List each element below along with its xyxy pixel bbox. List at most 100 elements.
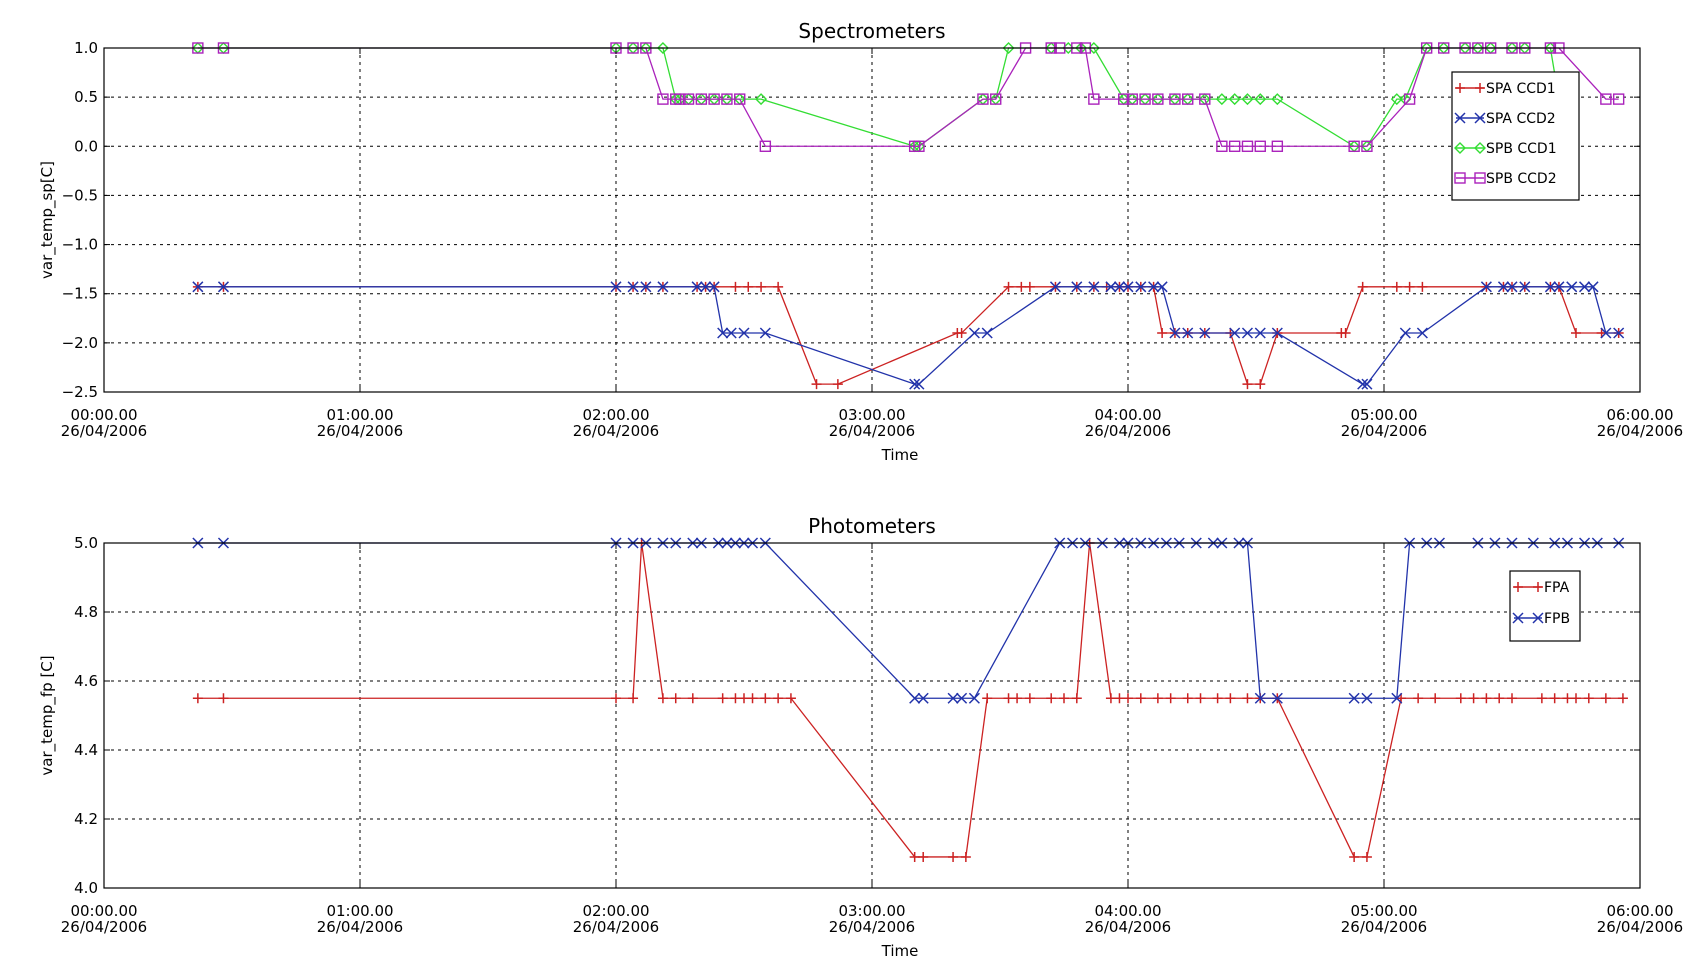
data-point bbox=[1416, 327, 1428, 339]
data-point bbox=[691, 281, 703, 293]
data-point bbox=[913, 140, 925, 152]
data-point bbox=[1391, 692, 1403, 704]
legend-marker bbox=[1474, 112, 1486, 124]
data-point bbox=[1071, 281, 1083, 293]
data-point bbox=[627, 281, 639, 293]
data-point bbox=[657, 281, 669, 293]
legend-marker bbox=[1454, 142, 1466, 154]
data-point bbox=[960, 851, 971, 862]
data-point bbox=[811, 379, 822, 390]
legend-entry: SPA CCD2 bbox=[1486, 111, 1556, 127]
data-point bbox=[1349, 851, 1360, 862]
data-point bbox=[1229, 327, 1241, 339]
chart-title: Spectrometers bbox=[798, 19, 945, 43]
data-point bbox=[1157, 328, 1168, 339]
data-point bbox=[1241, 140, 1254, 152]
series-spa-ccd2 bbox=[192, 281, 1625, 390]
x-tick-label-time: 04:00.00 bbox=[1094, 406, 1161, 424]
data-point bbox=[1215, 93, 1228, 106]
data-point bbox=[1228, 93, 1241, 106]
x-tick-label-date: 26/04/2006 bbox=[317, 918, 403, 936]
data-point bbox=[1507, 693, 1517, 704]
data-point bbox=[1390, 93, 1403, 106]
legend-entry: SPA CCD1 bbox=[1486, 81, 1556, 97]
data-point bbox=[1016, 281, 1027, 292]
data-point bbox=[1348, 140, 1360, 152]
legend-marker bbox=[1455, 83, 1465, 93]
data-point bbox=[1024, 281, 1035, 292]
data-point bbox=[738, 327, 750, 339]
data-point bbox=[759, 140, 772, 152]
x-tick-label-time: 00:00.00 bbox=[70, 902, 137, 920]
data-point bbox=[1156, 281, 1168, 293]
data-point bbox=[1046, 693, 1057, 704]
data-point bbox=[1255, 379, 1266, 390]
data-point bbox=[956, 692, 968, 704]
x-tick-label-time: 02:00.00 bbox=[582, 902, 649, 920]
data-point bbox=[1118, 93, 1130, 105]
data-point bbox=[948, 851, 959, 862]
data-point bbox=[717, 693, 728, 704]
data-point bbox=[739, 693, 749, 704]
data-point bbox=[1182, 693, 1193, 704]
data-point bbox=[1403, 93, 1416, 105]
data-point bbox=[1357, 281, 1368, 292]
data-point bbox=[1088, 93, 1100, 105]
data-point bbox=[1600, 327, 1612, 339]
data-point bbox=[1195, 693, 1206, 704]
data-point bbox=[656, 42, 669, 54]
data-point bbox=[773, 693, 784, 704]
data-point bbox=[218, 693, 229, 704]
data-point bbox=[1455, 693, 1466, 704]
y-axis-label: var_temp_sp[C] bbox=[38, 161, 57, 279]
data-point bbox=[1003, 281, 1014, 292]
data-point bbox=[1169, 93, 1181, 105]
data-point bbox=[1587, 281, 1599, 293]
data-point bbox=[1544, 281, 1556, 293]
data-point bbox=[1271, 692, 1283, 704]
legend-entry: FPB bbox=[1544, 611, 1570, 627]
data-point bbox=[743, 281, 754, 292]
data-point bbox=[1152, 93, 1164, 105]
data-point bbox=[785, 693, 796, 704]
legend-marker bbox=[1533, 582, 1543, 592]
x-tick-label-time: 06:00.00 bbox=[1606, 406, 1673, 424]
data-point bbox=[759, 327, 771, 339]
data-point bbox=[1361, 851, 1372, 862]
y-axis-label: var_temp_fp [C] bbox=[38, 655, 57, 775]
data-point bbox=[1003, 693, 1014, 704]
chart-panel-1: Photometers4.04.24.44.64.85.000:00.0026/… bbox=[38, 514, 1683, 960]
data-point bbox=[1271, 93, 1284, 106]
data-point bbox=[1348, 692, 1360, 704]
data-point bbox=[1361, 692, 1373, 704]
data-point bbox=[1340, 328, 1351, 339]
y-tick-label: 4.2 bbox=[74, 810, 98, 828]
data-point bbox=[674, 93, 686, 105]
legend-marker bbox=[1474, 172, 1486, 184]
data-point bbox=[1254, 327, 1266, 339]
data-point bbox=[1049, 281, 1062, 293]
data-point bbox=[1553, 281, 1565, 293]
data-point bbox=[1225, 693, 1236, 704]
legend-marker bbox=[1475, 83, 1485, 93]
data-point bbox=[1012, 693, 1023, 704]
data-point bbox=[909, 378, 921, 390]
x-tick-label-time: 05:00.00 bbox=[1350, 406, 1417, 424]
data-point bbox=[1413, 693, 1424, 704]
data-point bbox=[1271, 327, 1283, 339]
y-tick-label: −0.5 bbox=[62, 186, 98, 204]
data-point bbox=[990, 93, 1002, 105]
data-point bbox=[1088, 281, 1100, 293]
data-point bbox=[708, 93, 720, 105]
y-tick-label: 4.4 bbox=[74, 741, 98, 759]
y-tick-label: −2.5 bbox=[62, 383, 98, 401]
data-point bbox=[1105, 693, 1116, 704]
data-point bbox=[628, 693, 639, 704]
data-point bbox=[734, 93, 746, 105]
data-point bbox=[1583, 693, 1594, 704]
data-point bbox=[700, 281, 712, 293]
data-point bbox=[1536, 693, 1547, 704]
legend: SPA CCD1 SPA CCD2 SPB CCD1 SPB CCD2 bbox=[1451, 71, 1580, 201]
data-point bbox=[1254, 93, 1267, 106]
